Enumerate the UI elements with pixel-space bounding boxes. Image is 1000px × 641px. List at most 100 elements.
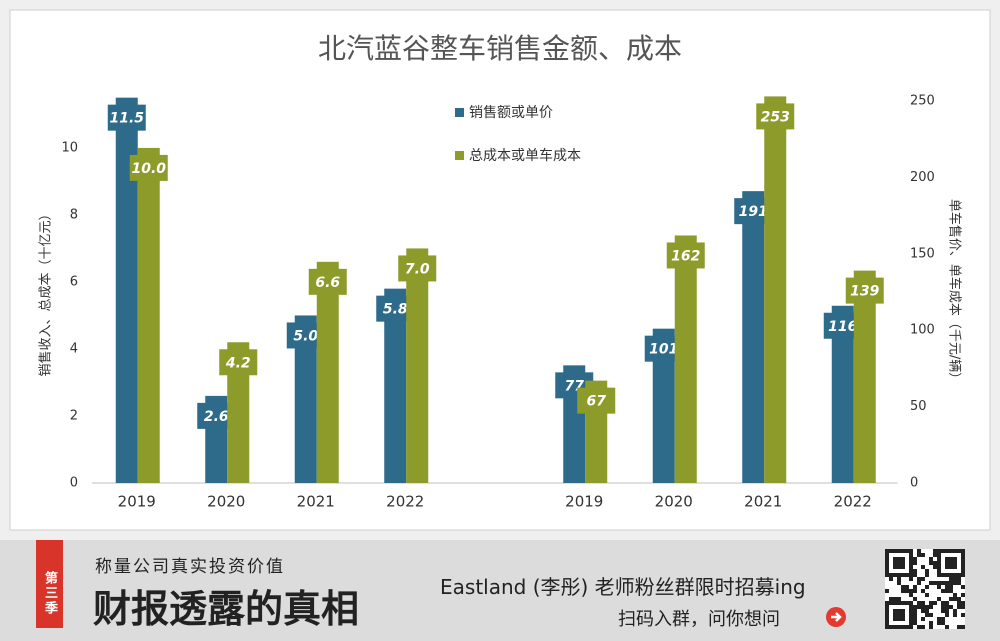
data-label: 5.8 bbox=[383, 302, 408, 318]
qr-code[interactable] bbox=[885, 549, 965, 629]
qr-module bbox=[929, 625, 933, 629]
qr-module bbox=[897, 577, 901, 581]
arrow-icon bbox=[831, 612, 842, 622]
qr-module bbox=[913, 569, 917, 573]
qr-module bbox=[957, 597, 961, 601]
cta-arrow[interactable] bbox=[826, 607, 846, 627]
qr-module bbox=[949, 589, 953, 593]
qr-module bbox=[933, 581, 937, 585]
qr-module bbox=[913, 561, 917, 565]
qr-finder bbox=[937, 549, 965, 577]
qr-module bbox=[929, 621, 933, 625]
qr-module bbox=[913, 617, 917, 621]
y-axis-title: 销售收入、总成本（十亿元） bbox=[38, 207, 54, 376]
bar bbox=[853, 270, 876, 483]
data-label-box bbox=[845, 277, 884, 304]
data-label: 116 bbox=[828, 319, 857, 335]
qr-module bbox=[925, 605, 929, 609]
qr-module bbox=[945, 609, 949, 613]
qr-module bbox=[929, 601, 933, 605]
data-label-box bbox=[107, 104, 146, 131]
qr-module bbox=[945, 625, 949, 629]
data-label: 67 bbox=[587, 394, 607, 410]
y2-tick-label: 0 bbox=[910, 476, 918, 491]
bar bbox=[764, 96, 787, 483]
qr-module bbox=[941, 581, 945, 585]
y2-axis-title: 单车售价、单车成本（千元/辆） bbox=[947, 199, 963, 385]
y2-tick-label: 250 bbox=[910, 94, 935, 109]
qr-module bbox=[957, 601, 961, 605]
qr-module bbox=[921, 601, 925, 605]
qr-module bbox=[925, 573, 929, 577]
qr-module bbox=[957, 625, 961, 629]
qr-module bbox=[961, 613, 965, 617]
qr-finder-core bbox=[945, 557, 957, 569]
bar bbox=[137, 147, 160, 483]
qr-module bbox=[913, 589, 917, 593]
qr-module bbox=[885, 589, 889, 593]
promo: Eastland (李彤) 老师粉丝群限时招募ing bbox=[440, 575, 806, 599]
qr-module bbox=[925, 609, 929, 613]
qr-finder bbox=[885, 601, 913, 629]
y-tick-label: 4 bbox=[70, 341, 78, 356]
qr-module bbox=[925, 593, 929, 597]
legend-swatch bbox=[455, 108, 464, 117]
qr-module bbox=[941, 617, 945, 621]
qr-module bbox=[945, 585, 949, 589]
qr-module bbox=[913, 573, 917, 577]
qr-module bbox=[957, 605, 961, 609]
qr-module bbox=[917, 601, 921, 605]
x-tick-label: 2022 bbox=[386, 493, 424, 511]
data-label-box bbox=[219, 349, 258, 376]
footer: 第三季 称量公司真实投资价值 财报透露的真相 Eastland (李彤) 老师粉… bbox=[0, 540, 1000, 641]
qr-module bbox=[893, 597, 897, 601]
data-label: 162 bbox=[671, 248, 700, 264]
qr-module bbox=[961, 585, 965, 589]
qr-module bbox=[925, 613, 929, 617]
qr-module bbox=[929, 605, 933, 609]
qr-module bbox=[921, 617, 925, 621]
qr-module bbox=[913, 585, 917, 589]
qr-module bbox=[933, 553, 937, 557]
bar bbox=[674, 235, 697, 483]
qr-module bbox=[949, 597, 953, 601]
qr-module bbox=[945, 581, 949, 585]
qr-module bbox=[945, 605, 949, 609]
qr-module bbox=[889, 577, 893, 581]
qr-module bbox=[929, 561, 933, 565]
qr-module bbox=[941, 605, 945, 609]
qr-module bbox=[929, 613, 933, 617]
y2-tick-label: 150 bbox=[910, 246, 935, 261]
qr-module bbox=[909, 593, 913, 597]
qr-module bbox=[933, 549, 937, 553]
qr-module bbox=[913, 557, 917, 561]
data-label: 5.0 bbox=[293, 328, 318, 344]
qr-module bbox=[917, 577, 921, 581]
qr-module bbox=[937, 585, 941, 589]
bar bbox=[831, 305, 854, 483]
qr-module bbox=[913, 621, 917, 625]
bar bbox=[406, 248, 429, 483]
qr-module bbox=[905, 585, 909, 589]
bar bbox=[384, 288, 407, 483]
qr-module bbox=[921, 565, 925, 569]
legend-label: 销售额或单价 bbox=[469, 105, 553, 121]
data-label-box bbox=[129, 154, 168, 181]
qr-module bbox=[937, 621, 941, 625]
y2-tick-label: 100 bbox=[910, 323, 935, 338]
qr-module bbox=[901, 589, 905, 593]
y-tick-label: 6 bbox=[70, 274, 78, 289]
y-tick-label: 8 bbox=[70, 207, 78, 222]
data-label: 101 bbox=[649, 342, 678, 358]
qr-module bbox=[941, 589, 945, 593]
qr-module bbox=[917, 605, 921, 609]
qr-module bbox=[921, 577, 925, 581]
qr-module bbox=[957, 577, 961, 581]
qr-module bbox=[909, 589, 913, 593]
bar bbox=[227, 342, 250, 483]
qr-module bbox=[921, 625, 925, 629]
qr-module bbox=[925, 585, 929, 589]
qr-module bbox=[897, 581, 901, 585]
data-label: 10.0 bbox=[131, 161, 166, 177]
